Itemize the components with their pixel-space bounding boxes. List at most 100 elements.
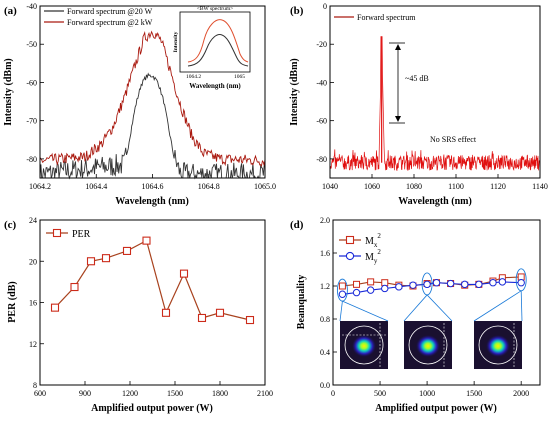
callout-line (342, 300, 389, 322)
panel-b-xlabel: Wavelength (nm) (398, 196, 472, 207)
y-tick-label: -20 (316, 40, 327, 49)
inset-xtick-right: 1065 (234, 74, 245, 80)
beam-profile-mid (404, 321, 452, 369)
panel-d-label: (d) (290, 219, 304, 231)
inset-frame (179, 11, 251, 73)
series-line-1 (39, 30, 266, 167)
panel-b-ylabel: Intensity (dBm) (289, 58, 300, 126)
x-tick-label: 1200 (122, 389, 138, 398)
x-tick-label: 1120 (490, 182, 506, 191)
inset-ylabel: Intensity (173, 31, 179, 52)
panel-b-annotation-45db: ~45 dB (405, 74, 429, 83)
x-tick-label: 900 (79, 389, 91, 398)
panel-a-plot (39, 30, 266, 180)
per-point (245, 315, 255, 325)
my-point (489, 279, 497, 287)
x-tick-label: 1140 (532, 182, 548, 191)
my-point (338, 290, 347, 298)
per-line (54, 239, 251, 321)
y-tick-label: 8 (33, 381, 37, 390)
panel-c-frame (39, 219, 266, 386)
mx-point (353, 280, 361, 288)
x-tick-label: 2000 (513, 389, 529, 398)
x-tick-label: 1064.4 (85, 182, 107, 191)
panel-d-ticks: 0 500 1000 1500 2000 0.0 0.4 0.8 1.2 1.6 2.0 (320, 216, 529, 398)
panel-c-legend: PER (46, 228, 91, 240)
y-tick-label: 0.4 (320, 348, 330, 357)
inset-curve-2kw (187, 19, 249, 63)
my-point (381, 284, 389, 293)
panel-c-ticks: 600 900 1200 1500 1800 2100 8 12 16 20 24 (29, 216, 273, 398)
x-tick-label: 1040 (322, 182, 338, 191)
panel-c-xlabel: Amplified output power (W) (91, 403, 213, 414)
inset-title: <BW spectrum> (197, 6, 234, 12)
per-point (179, 269, 189, 278)
panel-b-label: (b) (290, 5, 304, 17)
mx-point (338, 282, 346, 290)
y-tick-label: 0.0 (320, 381, 330, 390)
panel-c: (c) 600 900 1200 1500 1800 2100 8 12 16 20 24 Ampl… (4, 216, 273, 414)
y-tick-label: 12 (29, 340, 37, 349)
panel-b-legend: Forward spectrum (334, 13, 416, 22)
inset-curve-20w (187, 34, 249, 67)
series-line-forward (329, 36, 541, 172)
my-point (366, 286, 375, 294)
panel-a-inset: <BW spectrum> 1064.2 1065 Wavelength (nm… (173, 6, 251, 90)
x-tick-label: 1000 (419, 389, 435, 398)
x-tick-label: 1800 (212, 389, 228, 398)
legend-label-20w: Forward spectrum @20 W (67, 7, 153, 16)
panel-a-label: (a) (4, 5, 17, 17)
y-tick-label: -60 (26, 78, 37, 87)
x-tick-label: 1064.6 (142, 182, 164, 191)
panel-b-annotation-arrow (389, 42, 405, 124)
legend-marker-per (52, 228, 62, 238)
y-tick-label: -40 (26, 2, 37, 11)
x-tick-label: 500 (374, 389, 386, 398)
panel-a-legend: Forward spectrum @20 W Forward spectrum … (44, 7, 153, 27)
my-point (498, 278, 507, 286)
x-tick-label: 1500 (466, 389, 482, 398)
per-point (50, 303, 60, 312)
y-tick-label: 16 (29, 299, 37, 308)
y-tick-label: -50 (26, 40, 37, 49)
y-tick-label: 20 (29, 257, 37, 266)
panel-b: (b) 1040 1060 1080 1100 1120 1140 -80 -60 -40 -20… (289, 2, 548, 207)
y-tick-label: -40 (316, 78, 327, 87)
y-tick-label: 1.2 (320, 282, 330, 291)
callout-line (403, 294, 428, 322)
panel-d-plot (338, 273, 525, 298)
x-tick-label: 1065.0 (254, 182, 276, 191)
beam-profile-high (474, 321, 522, 369)
panel-b-annotation-srs: No SRS effect (430, 135, 477, 144)
x-tick-label: 1080 (406, 182, 422, 191)
panel-a-ylabel: Intensity (dBm) (3, 58, 14, 126)
y-tick-label: -80 (26, 155, 37, 164)
per-point (142, 236, 151, 245)
x-tick-label: 1064.8 (198, 182, 220, 191)
per-point (215, 308, 225, 317)
panel-b-ticks: 1040 1060 1080 1100 1120 1140 -80 -60 -40 -20 0 (316, 2, 548, 191)
y-tick-label: -70 (26, 117, 37, 126)
callout-line (339, 301, 343, 322)
legend-label-mx: Mx2 (365, 232, 381, 249)
mx-point (367, 278, 375, 286)
panel-d-ylabel: Beamquality (296, 275, 307, 329)
panel-a: (a) 1064.2 1064.4 1064.6 1064.8 1065.0 -80 -70… (3, 2, 276, 207)
y-tick-label: 0 (323, 2, 327, 11)
panel-d-beam-profiles (340, 321, 522, 369)
panel-d-frame (332, 219, 541, 386)
y-tick-label: 24 (29, 216, 37, 225)
panel-d: (d) 0 500 1000 1500 2000 0.0 0.4 0.8 1.2 1.6 2.0 A… (290, 216, 541, 414)
my-point (461, 280, 469, 289)
legend-label-per: PER (72, 229, 91, 240)
panel-c-plot (50, 236, 255, 325)
panel-c-ylabel: PER (dB) (7, 281, 18, 322)
my-point (409, 281, 417, 289)
legend-marker-mx (345, 235, 355, 245)
callout-line (520, 290, 523, 322)
legend-marker-my (345, 251, 355, 261)
callout-line (473, 290, 522, 322)
x-tick-label: 2100 (257, 389, 273, 398)
legend-label-my: My2 (365, 248, 381, 265)
